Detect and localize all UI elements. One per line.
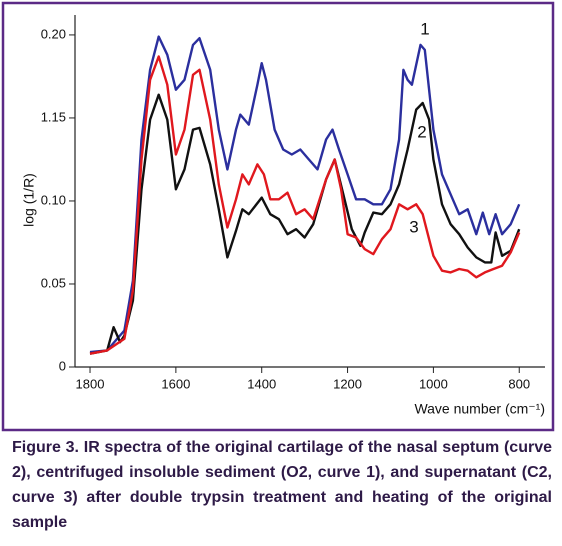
caption: Figure 3. IR spectra of the original car… bbox=[12, 439, 552, 531]
y-tick-label: 0 bbox=[59, 358, 66, 373]
x-tick-label: 1000 bbox=[419, 376, 448, 391]
x-tick-label: 1800 bbox=[76, 376, 105, 391]
y-tick-label: 1.15 bbox=[41, 109, 66, 124]
x-tick-label: 1200 bbox=[333, 376, 362, 391]
y-axis-label: log (1/R) bbox=[21, 173, 37, 227]
spectrum-line bbox=[89, 55, 521, 355]
x-tick-label: 1600 bbox=[161, 376, 190, 391]
spectrum-line bbox=[89, 35, 521, 354]
chart: log (1/R) Wave number (cm⁻¹) 0 0.05 0.10 1.… bbox=[1, 1, 555, 432]
y-tick-label: 0.10 bbox=[41, 192, 66, 207]
y-tick-label: 0.20 bbox=[41, 26, 66, 41]
curve-label: 3 bbox=[409, 217, 418, 236]
curve-label: 2 bbox=[417, 122, 426, 141]
x-tick-label: 1400 bbox=[247, 376, 276, 391]
frame bbox=[1, 1, 555, 432]
spectrum-line bbox=[89, 93, 521, 355]
x-tick-label: 800 bbox=[508, 376, 530, 391]
curve-label: 1 bbox=[420, 19, 429, 38]
x-axis-label: Wave number (cm⁻¹) bbox=[414, 401, 545, 417]
y-tick-label: 0.05 bbox=[41, 275, 66, 290]
